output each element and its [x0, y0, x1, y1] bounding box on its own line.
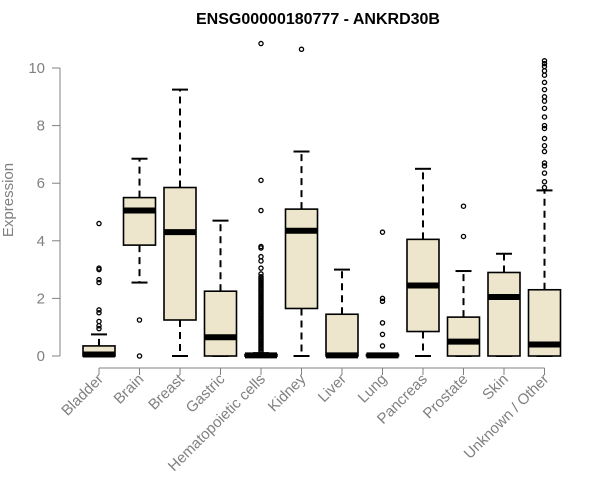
x-tick-label: Breast	[145, 370, 188, 413]
iqr-box	[163, 186, 197, 321]
outlier-point	[541, 68, 548, 74]
box-lung	[365, 229, 400, 359]
outlier-point	[541, 170, 548, 176]
y-tick-label: 2	[37, 290, 45, 307]
outlier-point	[258, 40, 264, 47]
x-tick-label: Brain	[111, 371, 148, 408]
outlier-point	[541, 184, 548, 191]
outlier-point	[298, 46, 305, 53]
outlier-point	[541, 125, 548, 132]
outlier-point	[379, 320, 386, 326]
outlier-point	[541, 179, 548, 185]
outlier-point	[96, 325, 102, 332]
box-kidney	[284, 46, 319, 357]
outlier-point	[541, 114, 548, 120]
outlier-point	[136, 317, 143, 323]
outlier-point	[541, 148, 548, 155]
outlier-point	[379, 331, 386, 338]
outlier-point	[541, 163, 548, 169]
box-skin	[487, 252, 521, 357]
outlier-point	[96, 265, 102, 271]
box-brain	[122, 157, 157, 359]
outlier-point	[541, 143, 548, 149]
iqr-box	[284, 208, 319, 310]
outlier-point	[541, 160, 548, 166]
box-breast	[163, 88, 197, 357]
outlier-point	[96, 220, 102, 227]
x-tick-label: Lung	[355, 371, 391, 407]
outlier-point	[541, 60, 548, 67]
outlier-point	[541, 72, 548, 78]
outlier-point	[96, 318, 102, 325]
outlier-point	[379, 343, 386, 349]
outlier-point	[541, 98, 548, 104]
x-tick-label: Kidney	[265, 370, 310, 415]
iqr-box	[203, 290, 238, 357]
x-tick-label: Skin	[479, 371, 512, 404]
y-tick-label: 8	[37, 118, 45, 135]
outlier-point	[541, 105, 548, 112]
chart-title: ENSG00000180777 - ANKRD30B	[196, 11, 440, 28]
iqr-box	[122, 196, 157, 246]
outlier-point	[258, 243, 264, 250]
x-tick-label: Prostate	[420, 371, 472, 423]
outlier-point	[96, 276, 102, 283]
outlier-point	[258, 271, 264, 277]
y-axis-label: Expression	[0, 163, 17, 237]
y-tick-label: 10	[28, 60, 45, 77]
outlier-point	[96, 307, 102, 313]
x-tick-label: Liver	[315, 371, 350, 406]
boxes-group	[82, 40, 562, 359]
outlier-point	[541, 86, 548, 93]
outlier-point	[258, 258, 264, 264]
outlier-point	[258, 177, 264, 184]
y-tick-label: 6	[37, 175, 45, 192]
box-prostate	[446, 203, 481, 357]
iqr-box	[446, 316, 481, 357]
outlier-point	[96, 323, 102, 329]
y-tick-label: 4	[37, 233, 45, 250]
outlier-point	[379, 229, 386, 235]
box-liver	[325, 268, 359, 359]
outlier-point	[460, 203, 467, 209]
outlier-point	[96, 279, 102, 286]
outlier-point	[541, 122, 548, 129]
x-tick-label: Bladder	[58, 371, 107, 420]
outlier-point	[460, 233, 467, 240]
iqr-box	[487, 271, 521, 357]
outlier-point	[96, 310, 102, 316]
outlier-point	[258, 207, 264, 214]
box-bladder	[82, 220, 116, 358]
y-tick-label: 0	[37, 348, 45, 365]
y-axis: 0 2 4 6 8 10	[28, 60, 61, 365]
box-hematopoietic-cells	[244, 40, 278, 359]
outlier-point	[258, 274, 264, 280]
box-pancreas	[406, 167, 440, 357]
outlier-point	[379, 298, 386, 305]
outlier-point	[379, 295, 386, 302]
outlier-point	[541, 94, 548, 100]
box-gastric	[203, 219, 238, 357]
outlier-point	[541, 79, 548, 86]
outlier-point	[258, 253, 264, 260]
outlier-point	[541, 58, 548, 64]
box-unknown-other	[527, 58, 562, 357]
outlier-point	[258, 265, 264, 271]
outlier-point	[541, 63, 548, 70]
outlier-point	[541, 135, 548, 142]
outlier-point	[136, 353, 143, 359]
iqr-box	[325, 313, 359, 357]
